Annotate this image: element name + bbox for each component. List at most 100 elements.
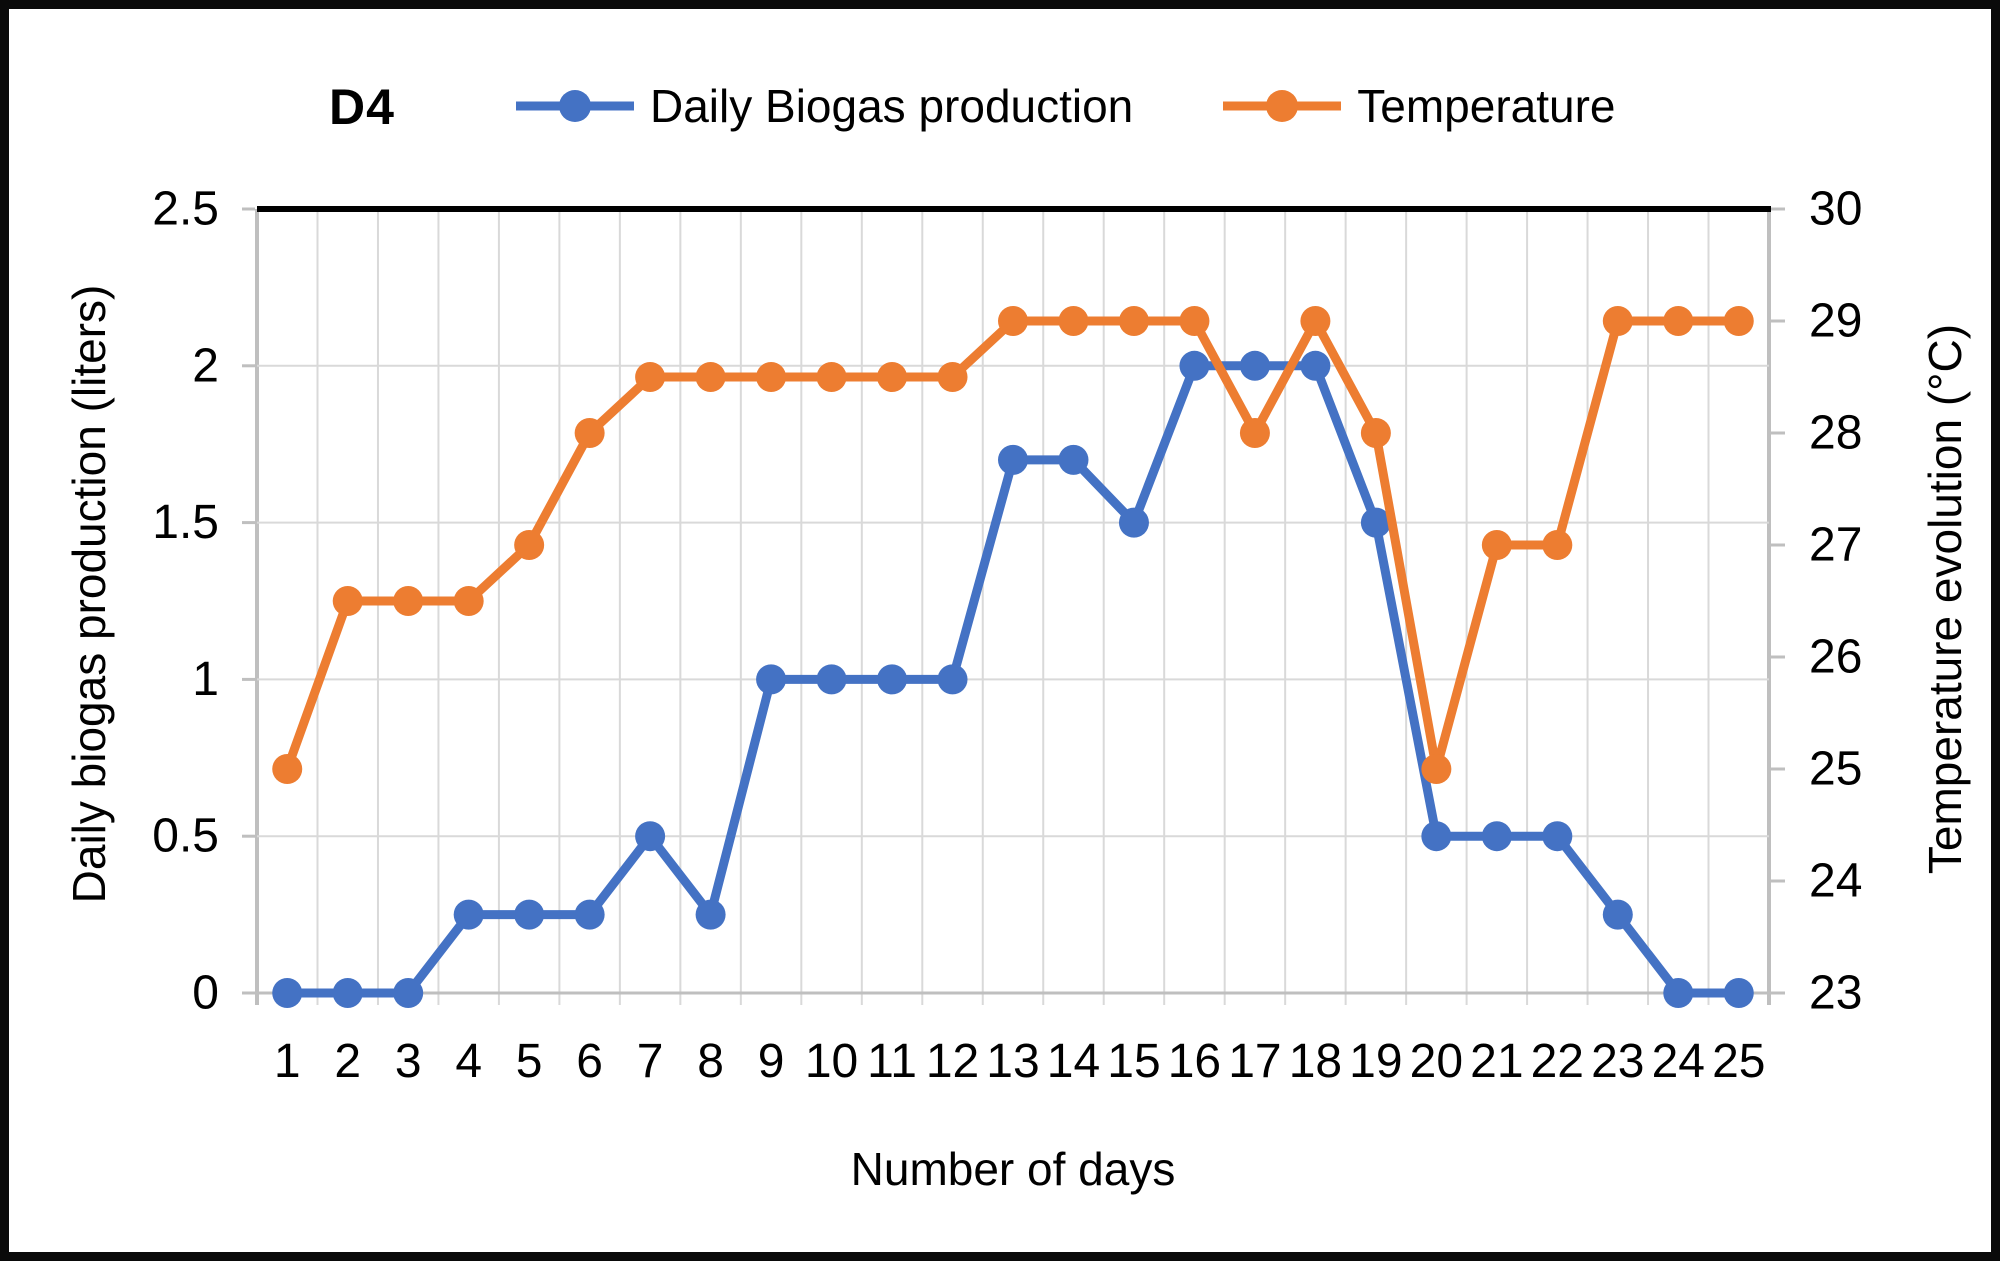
x-axis-tick-label: 23: [1591, 1035, 1644, 1088]
daily-biogas-production-marker: [877, 664, 908, 695]
legend-label-biogas: Daily Biogas production: [650, 80, 1134, 132]
legend-marker-temperature-icon: [1223, 90, 1342, 122]
x-axis-tick-label: 24: [1652, 1035, 1705, 1088]
daily-biogas-production-marker: [695, 899, 726, 930]
daily-biogas-production-marker: [453, 899, 484, 930]
daily-biogas-production-marker: [1118, 507, 1149, 538]
temperature-marker: [1542, 530, 1573, 560]
temperature-marker: [1663, 306, 1694, 336]
y-axis-right-tick-label: 29: [1809, 295, 1862, 348]
daily-biogas-production-marker: [332, 978, 363, 1008]
daily-biogas-production-marker: [1300, 350, 1331, 381]
x-axis-tick-label: 3: [395, 1035, 422, 1088]
y-axis-left-tick-label: 0: [192, 967, 219, 1020]
y-axis-left-tick-label: 1.5: [152, 496, 219, 549]
x-axis-tick-label: 7: [637, 1035, 664, 1088]
x-axis-tick-label: 15: [1107, 1035, 1160, 1088]
temperature-marker: [1118, 306, 1149, 336]
x-axis-tick-label: 10: [805, 1035, 858, 1088]
daily-biogas-production-marker: [1179, 350, 1210, 381]
temperature-marker: [816, 362, 847, 392]
daily-biogas-production-marker: [1239, 350, 1270, 381]
temperature-marker: [937, 362, 968, 392]
temperature-marker: [332, 586, 363, 616]
y-axis-right-tick-label: 27: [1809, 519, 1862, 572]
x-axis-tick-label: 16: [1168, 1035, 1221, 1088]
legend: Daily Biogas production Temperature: [514, 79, 1616, 133]
x-axis-tick-label: 17: [1228, 1035, 1281, 1088]
x-axis-title: Number of days: [850, 1143, 1176, 1195]
temperature-marker: [877, 362, 908, 392]
x-axis-tick-label: 22: [1531, 1035, 1584, 1088]
daily-biogas-production-marker: [1602, 899, 1633, 930]
legend-label-temperature: Temperature: [1357, 80, 1616, 132]
daily-biogas-production-marker: [514, 899, 545, 930]
x-axis-tick-label: 11: [867, 1035, 917, 1088]
temperature-marker: [453, 586, 484, 616]
chart-title: D4: [329, 79, 395, 135]
temperature-marker: [393, 586, 424, 616]
daily-biogas-production-marker: [1542, 821, 1573, 852]
daily-biogas-production-marker: [937, 664, 968, 695]
daily-biogas-production-marker: [272, 978, 303, 1008]
temperature-marker: [998, 306, 1028, 336]
y-axis-right-tick-label: 25: [1809, 743, 1862, 796]
legend-marker-biogas-icon: [516, 90, 634, 122]
horizontal-gridlines: [243, 206, 1771, 995]
daily-biogas-production-marker: [1481, 821, 1512, 852]
temperature-marker: [756, 362, 787, 392]
x-axis-tick-label: 9: [758, 1035, 785, 1088]
y-axis-right-tick-label: 30: [1809, 183, 1862, 236]
daily-biogas-production-marker: [1663, 978, 1694, 1008]
x-axis-tick-label: 13: [986, 1035, 1039, 1088]
x-axis-tick-label: 25: [1712, 1035, 1765, 1088]
x-axis-tick-label: 21: [1470, 1035, 1523, 1088]
daily-biogas-production-marker: [816, 664, 847, 695]
temperature-marker: [695, 362, 726, 392]
daily-biogas-production-marker: [574, 899, 605, 930]
temperature-marker: [1058, 306, 1089, 336]
y-axis-right-tick-label: 28: [1809, 407, 1862, 460]
temperature-marker: [272, 754, 303, 784]
temperature-marker: [574, 418, 605, 448]
x-axis-tick-label: 20: [1410, 1035, 1463, 1088]
daily-biogas-production-marker: [756, 664, 787, 695]
x-axis-tick-label: 19: [1349, 1035, 1402, 1088]
y-axis-left-tick-label: 2: [192, 339, 219, 392]
daily-biogas-production-marker: [1058, 444, 1089, 475]
temperature-marker: [635, 362, 666, 392]
series-daily-biogas-production: [272, 350, 1754, 1008]
vertical-gridlines: [255, 209, 1771, 1005]
y-axis-left-tick-label: 2.5: [152, 183, 219, 236]
daily-biogas-production-marker: [635, 821, 666, 852]
x-axis-tick-label: 4: [455, 1035, 482, 1088]
daily-biogas-production-marker: [998, 444, 1028, 475]
daily-biogas-production-marker: [393, 978, 424, 1008]
temperature-marker: [1723, 306, 1754, 336]
temperature-marker: [1179, 306, 1210, 336]
x-axis-tick-label: 1: [274, 1035, 301, 1088]
x-axis-tick-label: 18: [1289, 1035, 1342, 1088]
x-axis-tick-label: 5: [516, 1035, 543, 1088]
x-axis-tick-label: 12: [926, 1035, 979, 1088]
x-axis-tick-label: 14: [1047, 1035, 1100, 1088]
y-axis-left-tick-label: 1: [192, 653, 219, 706]
x-axis-tick-label: 6: [576, 1035, 603, 1088]
daily-biogas-production-marker: [1360, 507, 1391, 538]
temperature-marker: [1239, 418, 1270, 448]
x-axis-tick-label: 2: [334, 1035, 361, 1088]
legend-item-biogas: Daily Biogas production: [514, 79, 1133, 133]
temperature-marker: [1300, 306, 1331, 336]
temperature-marker: [1481, 530, 1512, 560]
y-axis-right-tick-label: 26: [1809, 631, 1862, 684]
legend-item-temperature: Temperature: [1221, 79, 1616, 133]
y-axis-left-tick-label: 0.5: [152, 810, 219, 863]
temperature-marker: [514, 530, 545, 560]
temperature-marker: [1602, 306, 1633, 336]
series-temperature: [272, 306, 1754, 784]
y-axis-right-tick-label: 23: [1809, 967, 1862, 1020]
x-axis-tick-label: 8: [697, 1035, 724, 1088]
